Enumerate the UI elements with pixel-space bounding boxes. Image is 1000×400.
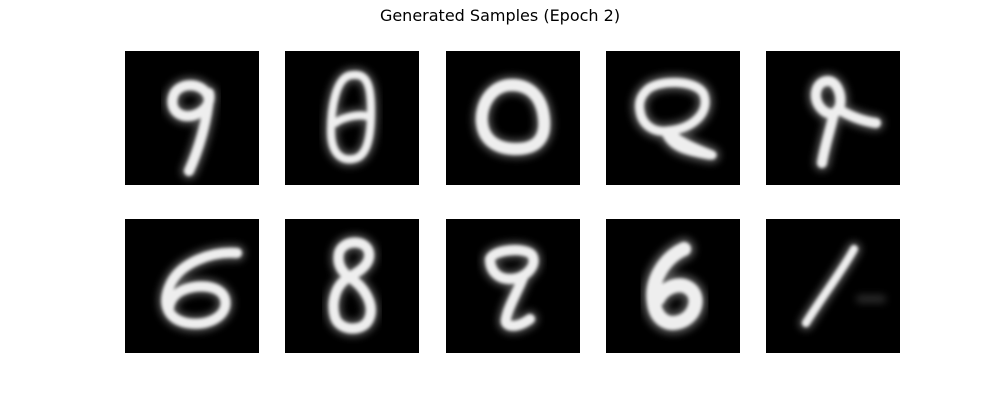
sample-image-r2c2	[285, 219, 419, 353]
sample-image-r1c4	[606, 51, 740, 185]
sample-image-r1c2	[285, 51, 419, 185]
sample-image-r1c5	[766, 51, 900, 185]
sample-image-r2c3	[446, 219, 580, 353]
sample-image-r1c1	[125, 51, 259, 185]
sample-image-r1c3	[446, 51, 580, 185]
sample-image-r2c4	[606, 219, 740, 353]
sample-image-r2c1	[125, 219, 259, 353]
sample-image-r2c5	[766, 219, 900, 353]
figure-title: Generated Samples (Epoch 2)	[379, 6, 621, 25]
